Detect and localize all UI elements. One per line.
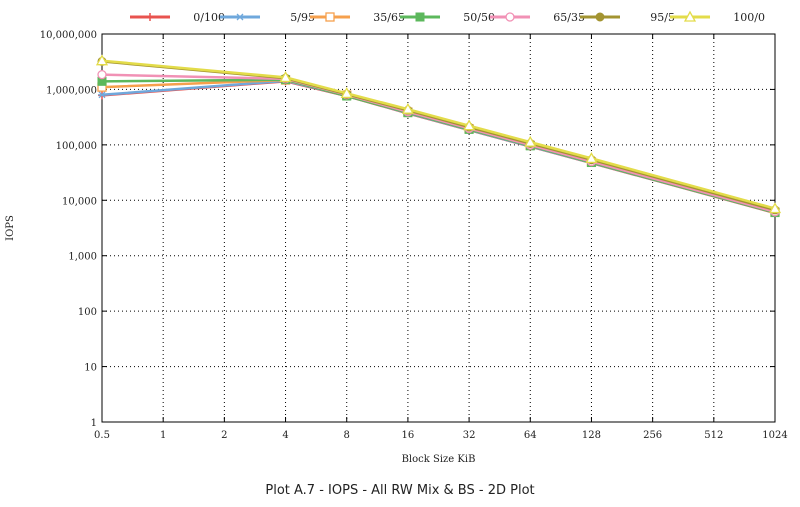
legend-marker — [595, 12, 605, 22]
legend-item: 35/65 — [310, 11, 405, 24]
series-100-0 — [95, 54, 782, 214]
y-tick-label: 1,000 — [68, 252, 97, 263]
legend-item: 100/0 — [670, 10, 765, 24]
legend-label: 35/65 — [373, 11, 405, 24]
x-tick-label: 256 — [643, 430, 662, 441]
series-35-65 — [97, 75, 780, 217]
legend-item: 0/100 — [130, 11, 225, 24]
series-line — [101, 78, 776, 214]
data-point — [97, 69, 107, 80]
data-point — [524, 135, 537, 147]
legend-label: 100/0 — [733, 11, 765, 24]
legend-marker — [415, 12, 425, 22]
series-5-95 — [98, 77, 779, 217]
data-point — [279, 71, 292, 83]
grid — [102, 34, 775, 422]
y-axis-ticks: 1 10 100 1,000 10,000 100,000 1,000,000 10,000,… — [40, 30, 775, 429]
x-tick-label: 8 — [344, 430, 350, 441]
iops-chart: 0/100 5/95 35/65 50/50 65/35 95/5 100/0 0.5 1 2 4… — [5, 10, 788, 465]
data-point — [462, 119, 476, 131]
data-point — [98, 91, 106, 99]
x-axis-title: Block Size KiB — [402, 454, 476, 465]
series-line — [101, 79, 776, 214]
series-0-100 — [98, 77, 779, 217]
x-tick-label: 16 — [402, 430, 415, 441]
x-tick-label: 32 — [463, 430, 476, 441]
series-line — [101, 73, 776, 213]
legend-item: 50/50 — [400, 11, 495, 24]
y-tick-label: 1,000,000 — [46, 85, 97, 96]
x-tick-label: 128 — [582, 430, 601, 441]
series-line — [101, 59, 776, 210]
y-tick-label: 100 — [78, 307, 97, 318]
plot-frame — [101, 33, 776, 423]
data-point — [95, 54, 109, 66]
x-tick-label: 512 — [704, 430, 723, 441]
x-tick-label: 1024 — [762, 430, 787, 441]
legend-item: 95/5 — [580, 11, 675, 24]
y-tick-label: 1 — [91, 418, 97, 429]
legend-marker — [236, 13, 244, 21]
legend-item: 5/95 — [220, 11, 315, 24]
legend: 0/100 5/95 35/65 50/50 65/35 95/5 100/0 — [130, 10, 765, 24]
data-point — [768, 202, 782, 214]
y-tick-label: 100,000 — [56, 141, 97, 152]
legend-label: 0/100 — [193, 11, 225, 24]
legend-marker — [683, 10, 697, 22]
legend-label: 95/5 — [650, 11, 675, 24]
x-tick-label: 4 — [282, 430, 288, 441]
x-tick-label: 0.5 — [94, 430, 110, 441]
legend-marker — [146, 13, 154, 21]
legend-label: 50/50 — [463, 11, 495, 24]
data-point — [585, 152, 598, 164]
x-tick-label: 2 — [221, 430, 227, 441]
series-50-50 — [97, 75, 780, 218]
y-tick-label: 10 — [84, 363, 97, 374]
figure-caption: Plot A.7 - IOPS - All RW Mix & BS - 2D P… — [265, 483, 535, 498]
x-tick-label: 1 — [160, 430, 166, 441]
data-point — [401, 102, 415, 114]
series-line — [101, 78, 776, 214]
legend-label: 5/95 — [290, 11, 315, 24]
y-axis-title: IOPS — [5, 215, 16, 241]
x-axis-ticks: 0.5 1 2 4 8 16 32 64 128 256 512 1024 — [94, 34, 788, 441]
y-tick-label: 10,000,000 — [40, 30, 97, 41]
legend-label: 65/35 — [553, 11, 585, 24]
x-tick-label: 64 — [524, 430, 537, 441]
series-layer — [95, 54, 782, 218]
legend-marker — [325, 12, 335, 22]
legend-marker — [505, 12, 515, 22]
data-point — [340, 87, 353, 98]
legend-item: 65/35 — [490, 11, 585, 24]
series-65-35 — [97, 69, 780, 217]
series-line — [101, 80, 776, 215]
y-tick-label: 10,000 — [62, 196, 97, 207]
